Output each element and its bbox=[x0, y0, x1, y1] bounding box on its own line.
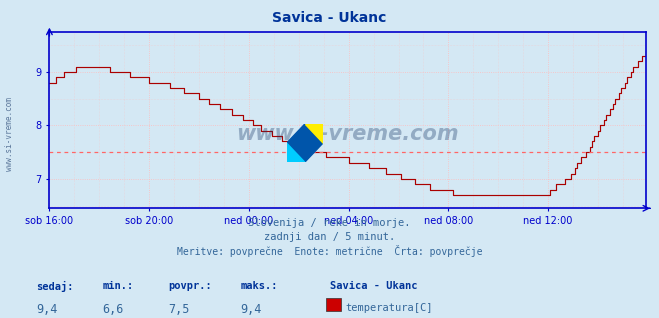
Text: 6,6: 6,6 bbox=[102, 303, 123, 316]
Text: zadnji dan / 5 minut.: zadnji dan / 5 minut. bbox=[264, 232, 395, 241]
Text: Slovenija / reke in morje.: Slovenija / reke in morje. bbox=[248, 218, 411, 228]
Text: Meritve: povprečne  Enote: metrične  Črta: povprečje: Meritve: povprečne Enote: metrične Črta:… bbox=[177, 245, 482, 257]
Polygon shape bbox=[287, 124, 323, 162]
Polygon shape bbox=[287, 143, 304, 162]
Polygon shape bbox=[304, 124, 323, 143]
Text: 7,5: 7,5 bbox=[168, 303, 189, 316]
Text: sedaj:: sedaj: bbox=[36, 281, 74, 293]
Text: Savica - Ukanc: Savica - Ukanc bbox=[330, 281, 417, 291]
Text: temperatura[C]: temperatura[C] bbox=[345, 303, 433, 313]
Text: www.si-vreme.com: www.si-vreme.com bbox=[5, 97, 14, 170]
Text: www.si-vreme.com: www.si-vreme.com bbox=[237, 124, 459, 144]
Text: 9,4: 9,4 bbox=[36, 303, 57, 316]
Text: povpr.:: povpr.: bbox=[168, 281, 212, 291]
Text: min.:: min.: bbox=[102, 281, 133, 291]
Text: Savica - Ukanc: Savica - Ukanc bbox=[272, 11, 387, 25]
Text: maks.:: maks.: bbox=[241, 281, 278, 291]
Text: 9,4: 9,4 bbox=[241, 303, 262, 316]
